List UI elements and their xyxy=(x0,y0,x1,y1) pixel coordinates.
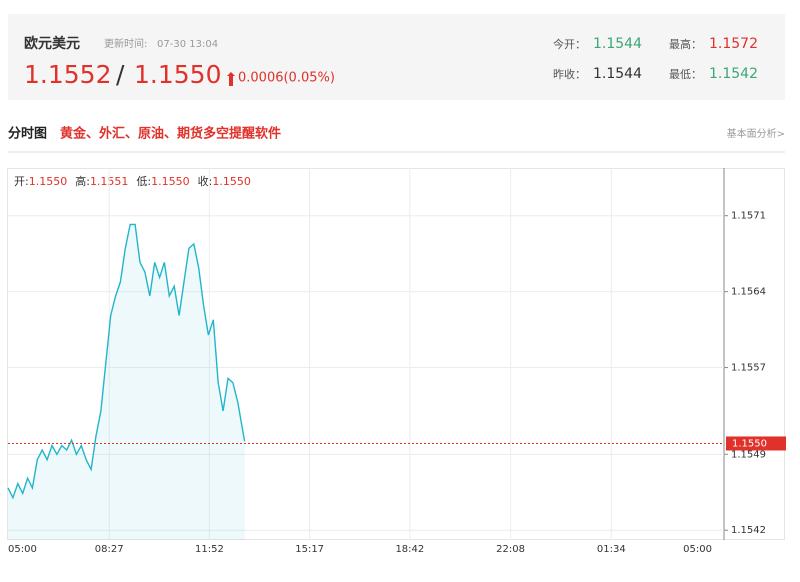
area-fill xyxy=(8,224,245,540)
x-tick-label: 22:08 xyxy=(496,544,525,555)
update-time: 07-30 13:04 xyxy=(157,39,218,50)
pair-name: 欧元美元 xyxy=(24,35,80,52)
y-tick-label: 1.1542 xyxy=(731,525,766,536)
stat-label: 最低： xyxy=(669,68,702,81)
y-tick-label: 1.1571 xyxy=(731,211,766,222)
x-tick-label: 15:17 xyxy=(295,544,324,555)
x-tick-label: 11:52 xyxy=(195,544,224,555)
price-line xyxy=(7,223,246,500)
tab-title[interactable]: 分时图 xyxy=(8,126,47,142)
stat-value: 1.1544 xyxy=(593,66,642,82)
ohlc-value: 1.1550 xyxy=(151,175,190,188)
chart-frame xyxy=(7,168,785,540)
stat-value: 1.1544 xyxy=(593,36,642,52)
ohlc-value: 1.1550 xyxy=(212,175,251,188)
x-tick-label: 08:27 xyxy=(95,544,124,555)
x-tick-label: 05:00 xyxy=(8,544,37,555)
stat-label: 今开： xyxy=(553,37,586,51)
stat-label: 昨收： xyxy=(553,67,586,81)
stat-label: 最高： xyxy=(669,37,702,51)
ohlc-label: 低: xyxy=(136,175,151,188)
x-tick-label: 05:00 xyxy=(683,544,712,555)
ohlc-label: 收: xyxy=(198,174,213,188)
ohlc-label: 高: xyxy=(75,174,90,188)
y-tick-label: 1.1557 xyxy=(731,363,766,374)
x-tick-label: 18:42 xyxy=(395,544,424,555)
update-label: 更新时间: xyxy=(104,37,147,50)
promo-link[interactable]: 黄金、外汇、原油、期货多空提醒软件 xyxy=(60,126,281,142)
last-price-label: 1.1550 xyxy=(732,438,767,449)
up-arrow xyxy=(227,72,235,86)
chart: 开: 1.1550 高: 1.1551 低: 1.1550 收: 1.15501.15421.… xyxy=(7,168,786,555)
last-price-box xyxy=(726,436,786,451)
quote-panel xyxy=(8,14,785,100)
ask-price: 1.1550 xyxy=(134,60,221,89)
ohlc-label: 开: xyxy=(14,175,29,188)
stat-value: 1.1542 xyxy=(709,66,758,82)
analysis-link[interactable]: 基本面分析> xyxy=(727,127,785,140)
y-tick-label: 1.1564 xyxy=(731,287,766,298)
x-tick-label: 01:34 xyxy=(597,544,626,555)
bid-price: 1.1552 xyxy=(24,60,111,89)
price-change: 0.0006(0.05%) xyxy=(238,71,335,86)
stat-value: 1.1572 xyxy=(709,36,758,52)
price-separator: / xyxy=(116,60,125,89)
y-tick-label: 1.1549 xyxy=(731,449,766,460)
ohlc-value: 1.1550 xyxy=(29,175,68,188)
